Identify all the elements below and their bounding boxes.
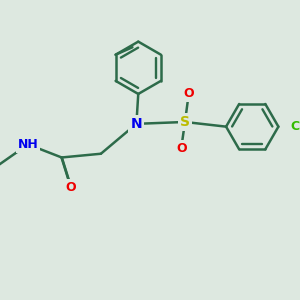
Text: N: N [130,117,142,131]
Text: NH: NH [18,138,38,151]
Text: S: S [180,115,190,129]
Text: O: O [66,181,76,194]
Text: O: O [183,87,194,101]
Text: Cl: Cl [290,120,300,133]
Text: O: O [176,142,187,154]
